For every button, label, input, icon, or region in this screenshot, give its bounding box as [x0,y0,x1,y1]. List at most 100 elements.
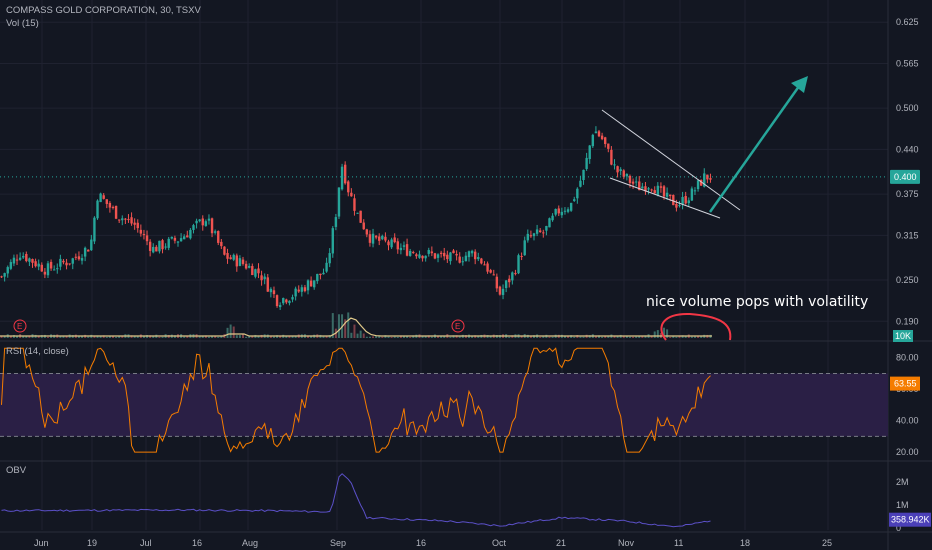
candle-body [192,225,195,230]
candle-body [424,255,427,259]
candle-body [201,218,204,226]
candle-body [210,218,214,234]
candle-body [334,217,338,227]
candle-body [483,264,486,266]
candles-group [0,126,712,310]
obv-indicator-label[interactable]: OBV [6,465,27,476]
candle-body [300,287,304,292]
candle-body [244,263,248,269]
volume-bar [508,336,511,338]
candle-body [133,222,136,225]
candle-body [309,280,313,287]
volume-bar [111,336,114,338]
volume-bar [625,336,628,338]
candle-body [337,187,341,217]
candle-body [285,299,288,303]
candle-body [446,254,449,260]
candle-body [142,234,146,236]
candle-body [111,206,115,208]
candle-body [328,253,331,264]
candle-body [275,295,279,307]
candle-body [235,255,239,267]
candle-body [594,131,598,134]
candle-body [427,250,430,254]
candle-body [560,211,564,216]
annotation-text: nice volume pops with volatility [646,294,868,310]
volume-bar [678,335,681,338]
candle-body [325,262,328,272]
candle-body [176,241,180,243]
volume-bar [471,336,474,338]
volume-bar [455,335,458,338]
candle-body [257,268,260,274]
candle-body [665,192,669,197]
wedge-lower-line [609,177,721,219]
volume-bar [93,335,96,338]
candle-body [362,222,365,230]
volume-bar [681,335,684,338]
candle-body [703,173,706,187]
price-axis-tick: 0.440 [896,144,919,154]
volume-bar [173,335,176,338]
candle-body [634,181,638,183]
candle-body [105,199,108,204]
candle-body [22,255,25,258]
candle-body [405,244,409,256]
candle-body [34,261,37,267]
candle-body [610,149,613,165]
volume-bar [331,313,334,338]
grid-lines [0,0,888,530]
volume-bar [368,336,371,338]
candle-body [439,252,443,254]
volume-bar [406,335,409,338]
volume-bar [458,336,461,338]
candle-body [28,258,31,262]
volume-bar [142,336,145,338]
candle-body [378,236,381,241]
volume-bar [350,332,353,338]
volume-bar [149,335,152,338]
volume-bar [353,324,356,338]
candle-body [130,217,133,224]
candle-body [136,222,139,229]
candle-body [56,268,59,270]
volume-bar [622,336,625,338]
candle-body [83,247,87,257]
candle-body [449,252,452,262]
candle-body [399,247,403,251]
candle-body [662,186,666,197]
volume-bar [322,336,325,338]
volume-bar [211,336,214,338]
candle-body [167,238,170,248]
candle-body [430,251,434,254]
volume-indicator-label[interactable]: Vol (15) [6,18,39,29]
candle-body [402,245,406,247]
candle-body [365,229,369,235]
candle-body [408,251,412,256]
candle-body [303,287,307,292]
volume-bar [402,336,405,338]
candle-body [306,280,310,291]
rsi-indicator-label[interactable]: RSI (14, close) [6,346,69,357]
candle-body [164,246,167,248]
time-axis-label: Jun [34,538,49,548]
volume-bar [77,335,80,338]
candle-body [591,134,595,147]
candle-body [675,204,678,208]
candle-body [52,269,56,271]
candle-body [514,273,517,275]
candle-body [628,175,632,183]
candle-body [37,263,40,267]
candle-body [455,254,458,256]
volume-bar [245,336,248,338]
candle-body [297,289,300,292]
candle-body [254,269,257,277]
candle-body [421,255,424,259]
time-axis-label: 25 [822,538,832,548]
candle-body [313,280,316,288]
time-axis-label: 16 [416,538,426,548]
candle-body [220,241,223,247]
volume-bar [697,335,700,338]
candle-body [347,181,350,193]
